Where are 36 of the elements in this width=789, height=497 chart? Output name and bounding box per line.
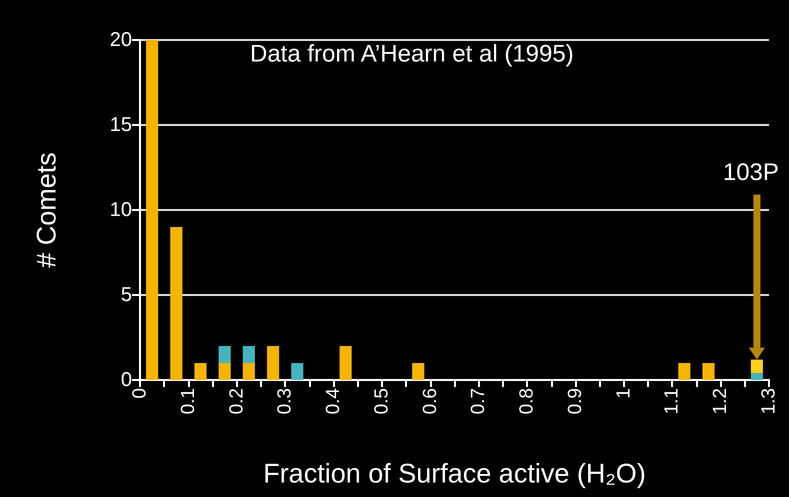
x-tick-label: 1.1 <box>662 388 683 414</box>
bar <box>267 346 280 380</box>
bar <box>242 346 255 363</box>
x-tick-label: 0.5 <box>371 388 392 414</box>
x-tick-label: 0 <box>130 388 150 399</box>
bar <box>218 346 231 363</box>
x-tick-label: 0.9 <box>564 388 586 414</box>
bar <box>340 346 352 380</box>
bar <box>218 363 231 380</box>
y-tick-label: 20 <box>110 29 132 51</box>
x-tick-label: 0.3 <box>274 388 296 414</box>
bar <box>291 363 304 380</box>
x-tick-label: 0.8 <box>516 388 538 414</box>
bar <box>750 373 763 380</box>
x-tick-label: 0.1 <box>178 388 199 414</box>
bar <box>146 40 158 380</box>
x-tick-label: 1.2 <box>710 388 732 414</box>
y-tick-label: 5 <box>120 284 132 306</box>
bar <box>412 363 424 380</box>
x-tick-label: 0.7 <box>468 388 490 414</box>
x-axis-title: Fraction of Surface active (H₂O) <box>263 458 646 488</box>
y-tick-label: 10 <box>110 199 132 221</box>
annotation: Data from A’Hearn et al (1995) <box>250 40 574 68</box>
annotation: 103P <box>722 159 779 186</box>
x-tick-label: 0.4 <box>323 388 344 414</box>
y-axis-title: # Comets <box>32 152 62 268</box>
bar <box>242 363 255 380</box>
bar <box>194 363 207 380</box>
x-tick-label: 0.2 <box>226 388 248 414</box>
x-tick-label: 1 <box>613 388 634 399</box>
bar <box>702 363 715 380</box>
x-tick-label: 1.3 <box>758 388 780 414</box>
x-tick-label: 0.6 <box>420 388 441 414</box>
bar <box>170 227 182 380</box>
y-tick-label: 15 <box>110 114 132 136</box>
bar <box>678 363 690 380</box>
